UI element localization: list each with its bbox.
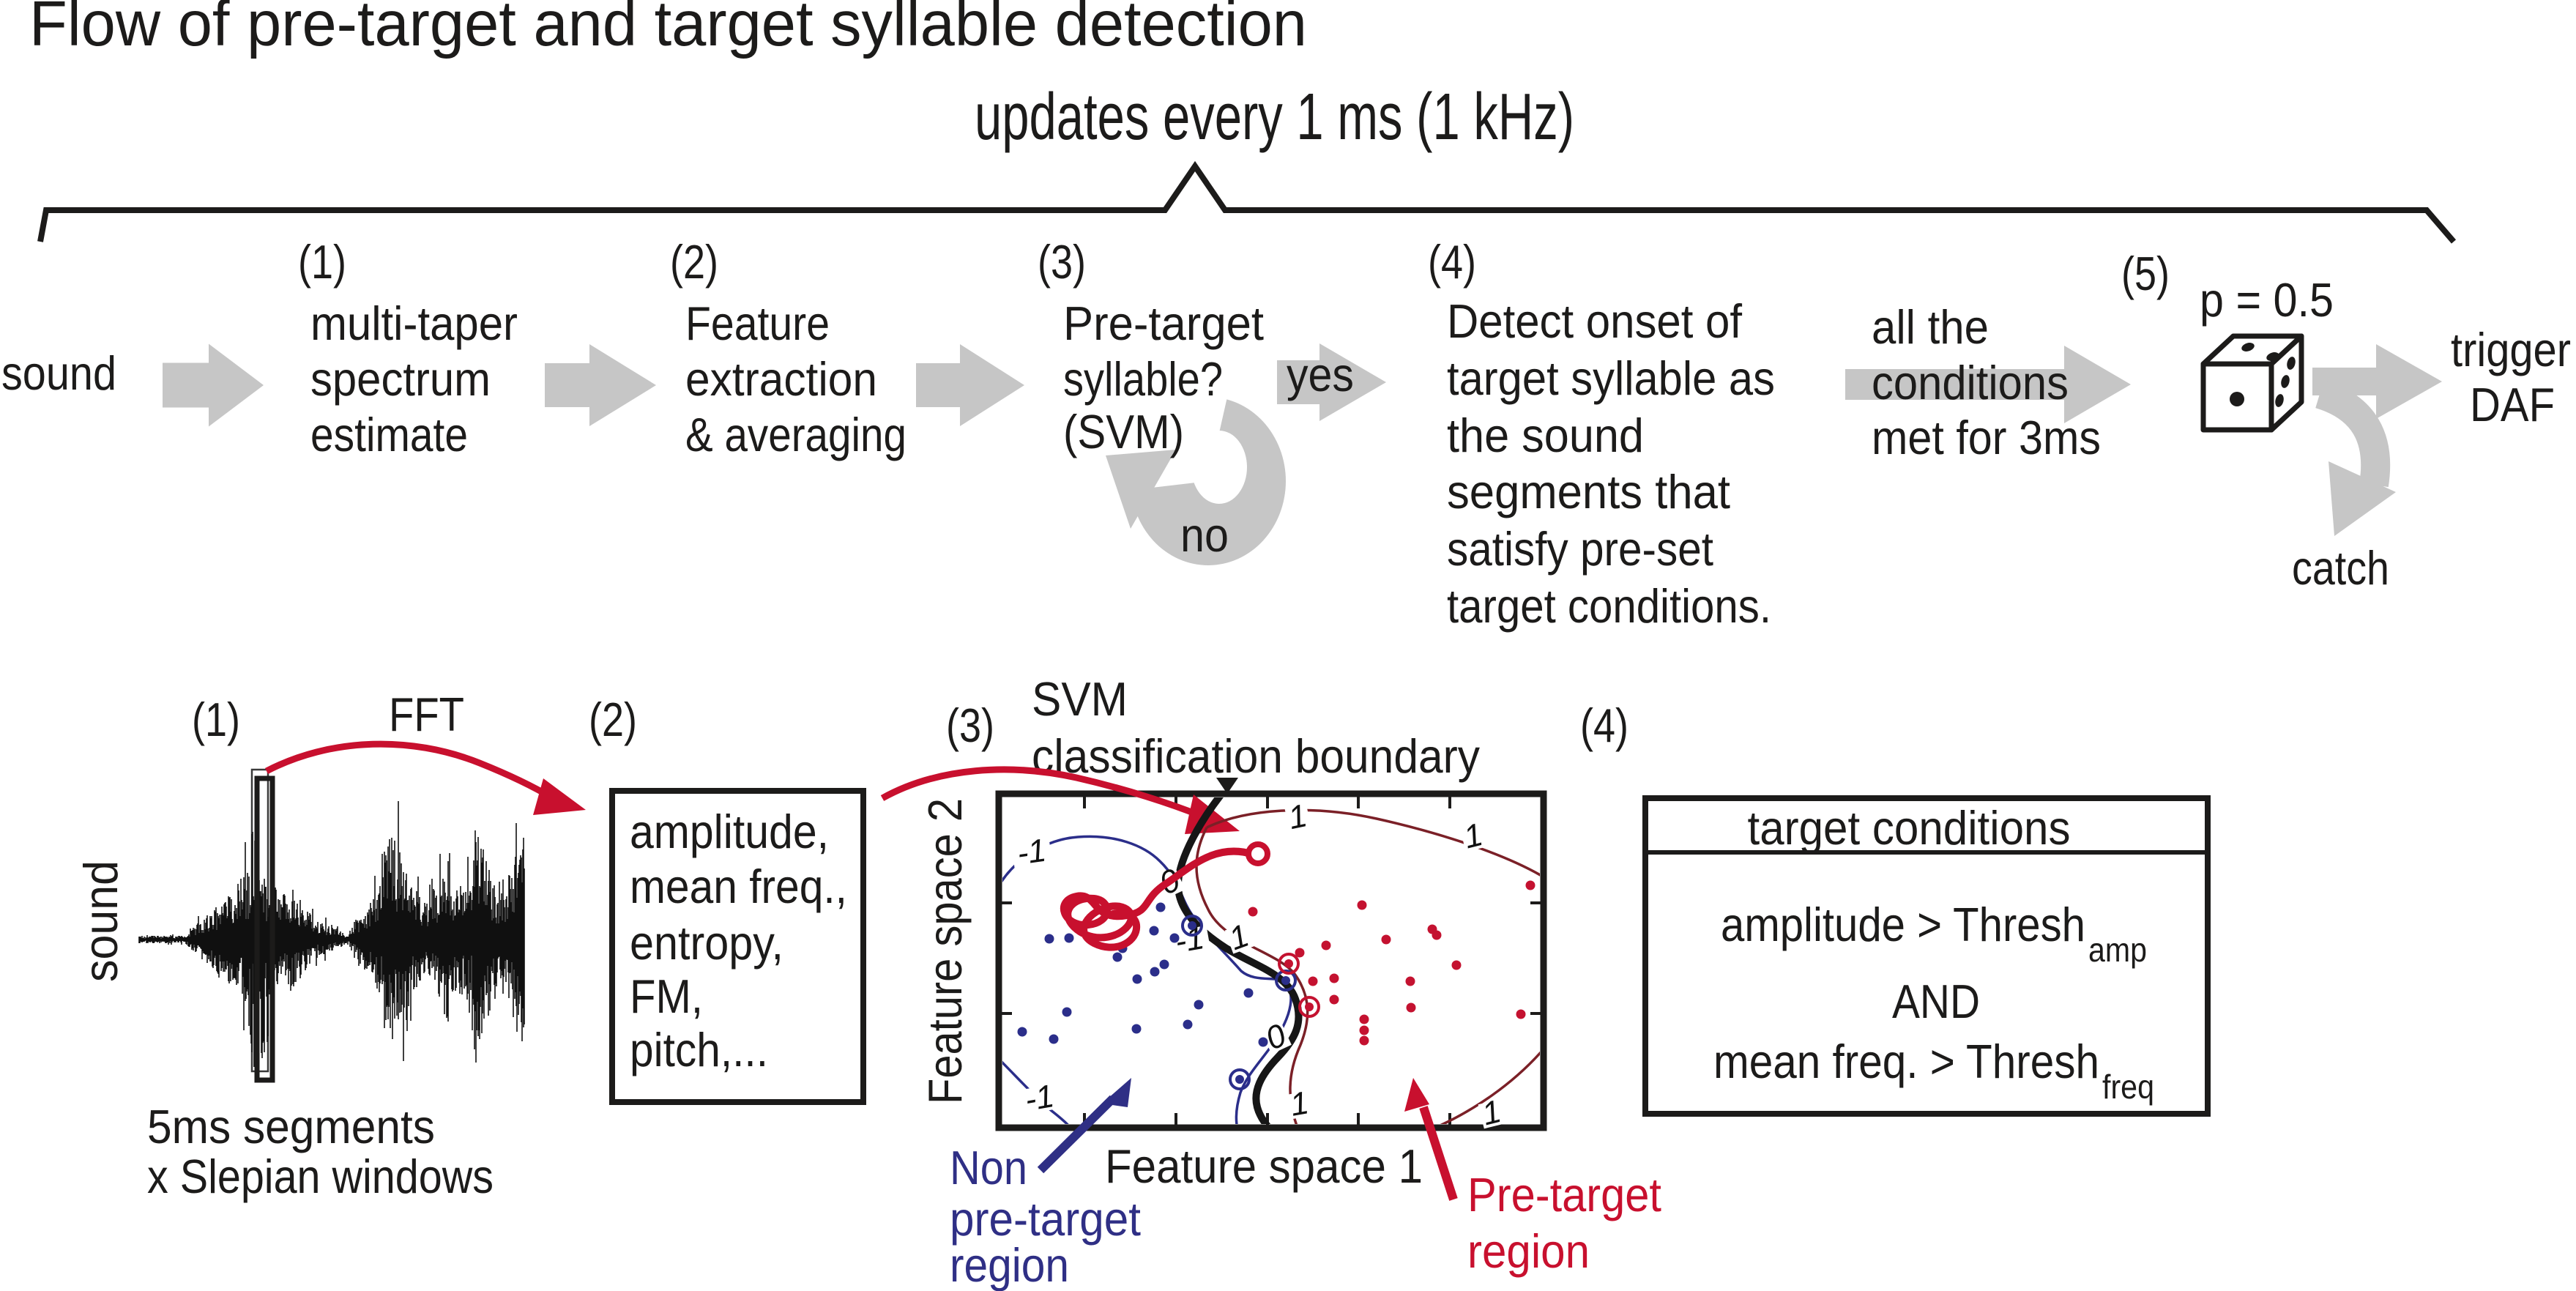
svg-text:freq: freq [2102, 1068, 2154, 1106]
svg-text:(4): (4) [1428, 235, 1476, 289]
svg-text:(3): (3) [946, 699, 994, 752]
svg-text:& averaging: & averaging [685, 408, 907, 461]
svg-text:DAF: DAF [2470, 378, 2555, 431]
svg-text:(1): (1) [192, 693, 240, 746]
svg-text:(2): (2) [589, 693, 637, 746]
svg-text:region: region [1467, 1224, 1590, 1278]
svg-text:multi-taper: multi-taper [310, 297, 518, 350]
svg-text:(SVM): (SVM) [1063, 405, 1184, 458]
svg-text:Feature space 2: Feature space 2 [918, 798, 972, 1104]
svg-text:-1: -1 [1015, 833, 1049, 872]
svg-text:SVM: SVM [1032, 672, 1128, 726]
svg-text:FM,: FM, [630, 970, 703, 1023]
svg-text:mean freq.,: mean freq., [630, 860, 847, 913]
svg-text:no: no [1180, 508, 1229, 562]
svg-text:the sound: the sound [1447, 409, 1644, 462]
svg-text:mean freq. > Thresh: mean freq. > Thresh [1713, 1035, 2099, 1088]
svg-text:met for 3ms: met for 3ms [1872, 411, 2101, 464]
svg-text:(3): (3) [1038, 235, 1086, 289]
svg-text:target conditions.: target conditions. [1447, 579, 1771, 633]
svg-text:conditions: conditions [1872, 356, 2069, 409]
svg-text:(1): (1) [298, 235, 346, 289]
svg-text:sound: sound [74, 860, 127, 982]
svg-text:Non: Non [950, 1141, 1027, 1194]
svg-text:(5): (5) [2121, 247, 2170, 300]
svg-text:pitch,...: pitch,... [630, 1023, 768, 1076]
svg-text:sound: sound [1, 346, 116, 400]
svg-text:-1: -1 [1022, 1078, 1057, 1118]
svg-text:all the: all the [1872, 300, 1989, 354]
svg-text:yes: yes [1287, 348, 1354, 401]
svg-text:x Slepian windows: x Slepian windows [147, 1150, 494, 1203]
svg-text:Detect onset of: Detect onset of [1447, 294, 1743, 348]
svg-text:extraction: extraction [685, 352, 877, 406]
svg-text:region: region [950, 1238, 1069, 1291]
svg-text:amplitude > Thresh: amplitude > Thresh [1721, 898, 2085, 951]
svg-text:trigger: trigger [2451, 323, 2571, 376]
svg-text:updates every 1 ms (1 kHz): updates every 1 ms (1 kHz) [975, 81, 1574, 154]
svg-text:AND: AND [1892, 975, 1980, 1028]
svg-text:segments that: segments that [1447, 465, 1730, 518]
svg-text:Flow of pre-target and target: Flow of pre-target and target syllable d… [29, 0, 1307, 59]
svg-text:catch: catch [2292, 541, 2389, 595]
svg-text:target syllable as: target syllable as [1447, 351, 1775, 405]
svg-text:amplitude,: amplitude, [630, 805, 829, 858]
svg-text:estimate: estimate [310, 408, 468, 461]
svg-text:satisfy pre-set: satisfy pre-set [1447, 522, 1713, 576]
svg-text:(2): (2) [670, 235, 718, 289]
svg-text:(4): (4) [1580, 699, 1628, 752]
svg-text:5ms segments: 5ms segments [147, 1100, 435, 1153]
svg-text:syllable?: syllable? [1063, 352, 1223, 406]
svg-text:amp: amp [2088, 931, 2147, 969]
svg-text:spectrum: spectrum [310, 352, 491, 406]
svg-text:Pre-target: Pre-target [1063, 297, 1264, 350]
svg-text:p = 0.5: p = 0.5 [2200, 273, 2334, 327]
svg-text:Feature: Feature [685, 297, 830, 350]
svg-text:Feature space 1: Feature space 1 [1105, 1139, 1423, 1193]
svg-text:entropy,: entropy, [630, 916, 783, 970]
svg-text:pre-target: pre-target [950, 1192, 1141, 1246]
svg-text:Pre-target: Pre-target [1467, 1168, 1661, 1221]
svg-text:target conditions: target conditions [1748, 801, 2071, 855]
svg-text:classification boundary: classification boundary [1032, 729, 1480, 783]
svg-text:FFT: FFT [389, 688, 464, 741]
